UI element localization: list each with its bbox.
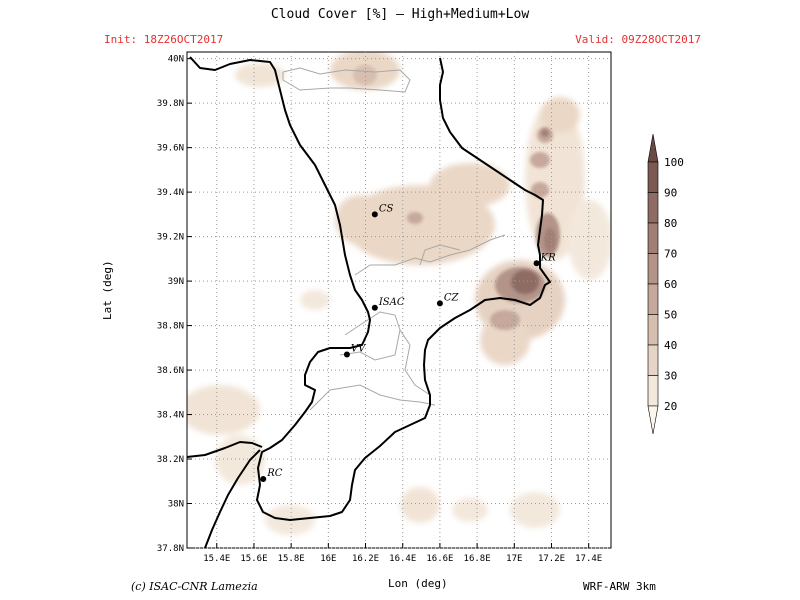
x-tick-label: 16.8E [464, 554, 491, 564]
colorbar-label: 100 [664, 156, 684, 169]
gridlines [187, 52, 611, 549]
colorbar: 100 90 80 70 60 50 40 30 20 [647, 133, 684, 435]
colorbar-segment [647, 344, 659, 376]
colorbar-label: 40 [664, 339, 677, 352]
x-tick-label: 17.2E [538, 554, 565, 564]
credit-label: (c) ISAC-CNR Lamezia [131, 580, 258, 593]
init-time: Init: 18Z26OCT2017 [104, 33, 224, 46]
city-dot [343, 351, 350, 358]
city-label: VV [351, 343, 367, 354]
y-tick-label: 39.6N [157, 144, 184, 154]
colorbar-segment [647, 222, 659, 254]
x-tick-label: 17E [506, 554, 522, 564]
colorbar-label: 90 [664, 187, 677, 200]
colorbar-label: 80 [664, 217, 677, 230]
y-tick-label: 38.6N [157, 366, 184, 376]
x-tick-label: 16.2E [352, 554, 379, 564]
light-cloud-areas [187, 52, 611, 535]
x-tick-label: 16E [320, 554, 336, 564]
y-tick-label: 37.8N [157, 544, 184, 554]
x-tick-label: 15.6E [240, 554, 267, 564]
cloud-cover-field [187, 52, 611, 535]
colorbar-segment [647, 192, 659, 224]
region-borders [282, 67, 506, 411]
x-tick-label: 16.4E [389, 554, 416, 564]
colorbar-label: 70 [664, 248, 677, 261]
city-label: CZ [444, 292, 460, 303]
y-tick-label: 38.2N [157, 455, 184, 465]
x-tick-label: 15.8E [278, 554, 305, 564]
city-label: ISAC [378, 297, 405, 308]
valid-time: Valid: 09Z28OCT2017 [575, 33, 701, 46]
city-dot [260, 476, 267, 483]
city-dot [371, 211, 378, 218]
colorbar-label: 60 [664, 278, 677, 291]
city-markers: CS ISAC CZ KR VV RC [260, 203, 556, 483]
x-axis-label: Lon (deg) [388, 577, 448, 590]
y-tick-label: 40N [168, 55, 184, 65]
y-tick-label: 39.2N [157, 233, 184, 243]
chart-title: Cloud Cover [%] — High+Medium+Low [270, 7, 530, 22]
colorbar-label: 50 [664, 309, 677, 322]
colorbar-segment [647, 375, 659, 407]
colorbar-top-arrow [647, 133, 659, 163]
colorbar-segment [647, 314, 659, 346]
y-tick-label: 39.8N [157, 99, 184, 109]
city-label: CS [379, 203, 394, 214]
y-tick-label: 38N [168, 500, 184, 510]
x-tick-label: 16.6E [426, 554, 453, 564]
x-tick-label: 17.4E [575, 554, 602, 564]
city-dot [371, 304, 378, 311]
dense-cloud-areas [511, 129, 556, 294]
colorbar-segment [647, 283, 659, 315]
y-tick-label: 39.4N [157, 188, 184, 198]
y-tick-label: 38.4N [157, 411, 184, 421]
y-tick-label: 38.8N [157, 322, 184, 332]
y-tick-label: 39N [168, 277, 184, 287]
colorbar-label: 30 [664, 370, 677, 383]
axis-ticks: 15.4E 15.6E 15.8E 16E 16.2E 16.4E 16.6E 16.8E 17… [157, 55, 602, 564]
city-label: RC [266, 468, 283, 479]
city-dot [436, 300, 443, 307]
city-dot [533, 260, 540, 267]
x-tick-label: 15.4E [203, 554, 230, 564]
colorbar-segment [647, 253, 659, 285]
colorbar-segment [647, 161, 659, 193]
city-label: KR [540, 252, 556, 263]
coastline [186, 56, 551, 549]
colorbar-label: 20 [664, 400, 677, 413]
colorbar-bottom-arrow [647, 405, 659, 435]
model-label: WRF-ARW 3km [583, 580, 656, 593]
